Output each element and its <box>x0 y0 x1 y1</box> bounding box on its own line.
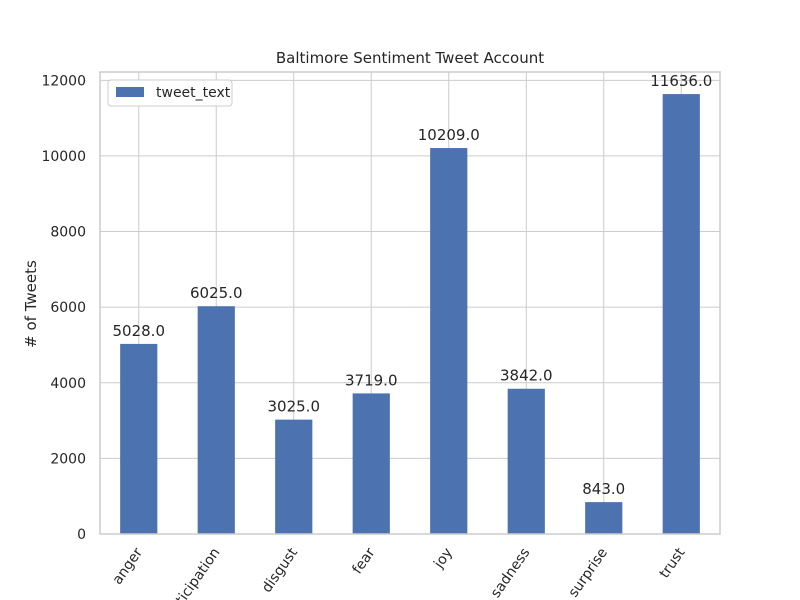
bar-value-label: 6025.0 <box>190 284 243 302</box>
bar-value-label: 10209.0 <box>418 126 480 144</box>
y-axis-ticks: 0 2000 4000 6000 8000 10000 12000 <box>41 73 86 543</box>
bars <box>120 94 700 535</box>
y-tick-label: 10000 <box>41 149 86 165</box>
bar-value-label: 3842.0 <box>500 367 553 385</box>
bar-joy <box>430 148 468 535</box>
plot-border <box>99 71 721 535</box>
bar-trust <box>662 94 700 534</box>
bar-value-labels: 5028.0 6025.0 3025.0 3719.0 10209.0 3842.0 843… <box>113 72 713 498</box>
bar-fear <box>352 393 390 534</box>
legend-label: tweet_text <box>156 85 231 101</box>
bar-anticipation <box>197 306 235 534</box>
plot-frame <box>99 71 721 535</box>
bar-sadness <box>507 388 545 534</box>
bar-value-label: 3025.0 <box>268 398 321 416</box>
y-tick-label: 6000 <box>50 300 86 316</box>
bar-value-label: 11636.0 <box>650 72 712 90</box>
bar-surprise <box>585 502 623 534</box>
bar-value-label: 843.0 <box>582 480 625 498</box>
y-tick-label: 12000 <box>41 73 86 89</box>
legend-box <box>107 79 233 107</box>
y-tick-label: 0 <box>77 527 86 543</box>
bar-value-label: 3719.0 <box>345 371 398 389</box>
legend-swatch <box>116 87 144 97</box>
y-tick-label: 8000 <box>50 225 86 241</box>
chart-title: Baltimore Sentiment Tweet Account <box>276 49 544 67</box>
bar-anger <box>120 343 158 534</box>
y-tick-label: 2000 <box>50 451 86 467</box>
bar-disgust <box>275 419 313 534</box>
legend: tweet_text <box>107 79 233 107</box>
y-tick-label: 4000 <box>50 376 86 392</box>
y-axis-label: # of Tweets <box>22 260 40 348</box>
bar-value-label: 5028.0 <box>113 322 166 340</box>
